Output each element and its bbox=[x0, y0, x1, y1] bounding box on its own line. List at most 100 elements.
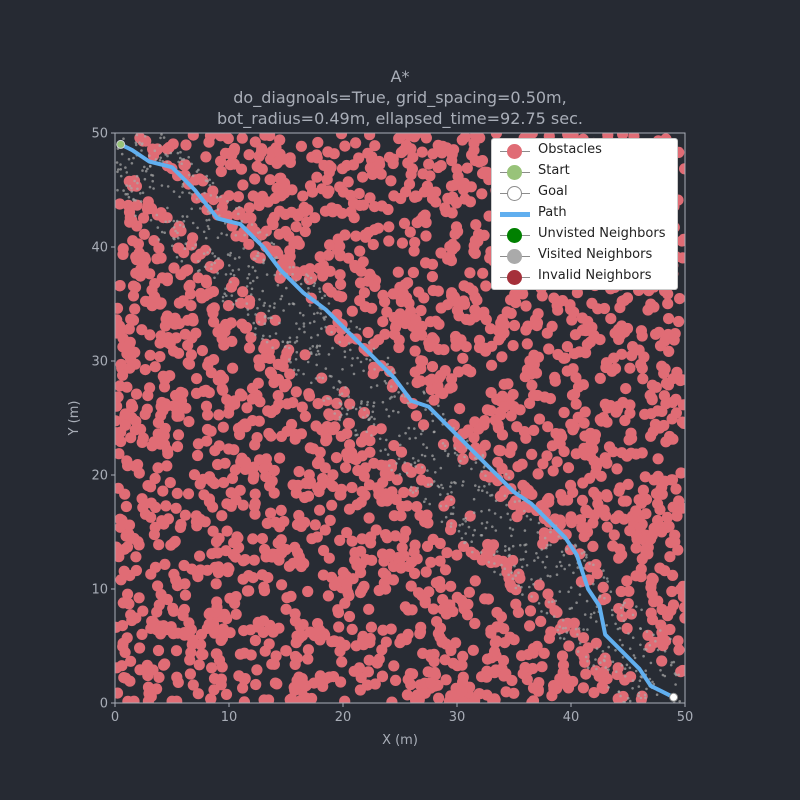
visited-neighbor-point bbox=[338, 381, 342, 384]
visited-neighbor-point bbox=[288, 302, 291, 306]
obstacle-point bbox=[160, 500, 172, 512]
visited-neighbor-point bbox=[134, 141, 138, 144]
obstacle-point bbox=[642, 629, 654, 641]
visited-neighbor-point bbox=[185, 215, 189, 218]
obstacle-point bbox=[652, 405, 664, 417]
x-tick-label: 50 bbox=[677, 710, 694, 725]
obstacle-point bbox=[566, 314, 578, 326]
obstacle-point bbox=[153, 242, 165, 254]
visited-neighbor-point bbox=[350, 364, 354, 367]
obstacle-point bbox=[387, 574, 399, 586]
visited-neighbor-point bbox=[602, 658, 606, 662]
obstacle-point bbox=[257, 626, 269, 639]
visited-neighbor-point bbox=[656, 648, 660, 652]
visited-neighbor-point bbox=[576, 633, 579, 636]
obstacle-point bbox=[617, 495, 630, 507]
obstacle-point bbox=[169, 312, 181, 324]
visited-neighbor-point bbox=[480, 510, 483, 513]
obstacle-point bbox=[427, 603, 440, 615]
visited-neighbor-point bbox=[168, 220, 171, 223]
obstacle-point bbox=[408, 245, 420, 257]
visited-neighbor-point bbox=[514, 574, 517, 577]
obstacle-point bbox=[185, 239, 198, 251]
visited-neighbor-point bbox=[459, 459, 462, 463]
obstacle-point bbox=[187, 315, 199, 327]
obstacle-point bbox=[652, 498, 664, 510]
obstacle-point bbox=[565, 511, 577, 523]
visited-neighbor-point bbox=[124, 166, 127, 169]
visited-neighbor-point bbox=[206, 180, 209, 183]
obstacle-point bbox=[259, 543, 271, 556]
obstacle-marker-icon bbox=[507, 144, 522, 159]
obstacle-point bbox=[558, 406, 570, 419]
obstacle-point bbox=[473, 309, 486, 321]
visited-neighbor-point bbox=[267, 309, 271, 313]
visited-neighbor-point bbox=[211, 181, 215, 185]
obstacle-point bbox=[266, 551, 278, 563]
obstacle-point bbox=[149, 561, 162, 573]
obstacle-point bbox=[383, 221, 395, 233]
visited-neighbor-point bbox=[464, 517, 467, 520]
obstacle-point bbox=[432, 628, 444, 640]
obstacle-point bbox=[262, 405, 274, 417]
visited-neighbor-point bbox=[207, 218, 211, 222]
obstacle-point bbox=[332, 290, 344, 302]
obstacle-point bbox=[322, 590, 334, 602]
visited-neighbor-point bbox=[162, 136, 166, 139]
visited-neighbor-point bbox=[509, 518, 512, 522]
visited-neighbor-point bbox=[276, 283, 280, 287]
obstacle-point bbox=[667, 433, 679, 445]
obstacle-point bbox=[653, 326, 665, 338]
visited-neighbor-point bbox=[175, 255, 179, 259]
obstacle-point bbox=[170, 645, 183, 657]
obstacle-point bbox=[294, 620, 306, 633]
obstacle-point bbox=[332, 607, 345, 619]
obstacle-point bbox=[120, 500, 132, 513]
visited-neighbor-point bbox=[191, 221, 195, 225]
obstacle-point bbox=[210, 578, 222, 590]
obstacle-point bbox=[467, 644, 479, 656]
obstacle-point bbox=[469, 617, 481, 630]
obstacle-point bbox=[381, 532, 393, 544]
obstacle-point bbox=[142, 681, 155, 693]
obstacle-point bbox=[666, 585, 678, 598]
obstacle-point bbox=[508, 319, 521, 332]
visited-neighbor-point bbox=[116, 170, 119, 174]
obstacle-point bbox=[405, 143, 417, 155]
obstacle-point bbox=[162, 513, 174, 525]
visited-neighbor-point bbox=[367, 418, 371, 421]
obstacle-point bbox=[144, 329, 156, 341]
obstacle-point bbox=[320, 266, 332, 278]
obstacle-point bbox=[161, 400, 173, 412]
visited-neighbor-point bbox=[345, 412, 349, 416]
legend-label: Start bbox=[538, 163, 570, 178]
obstacle-point bbox=[154, 351, 166, 363]
obstacle-point bbox=[319, 524, 331, 536]
obstacle-point bbox=[218, 477, 230, 489]
visited-neighbor-point bbox=[585, 553, 588, 557]
obstacle-point bbox=[330, 452, 343, 464]
obstacle-point bbox=[585, 437, 597, 450]
obstacle-point bbox=[168, 568, 180, 581]
obstacle-point bbox=[280, 225, 292, 238]
obstacle-point bbox=[500, 668, 512, 680]
visited-neighbor-point bbox=[177, 160, 180, 164]
x-tick-label: 40 bbox=[563, 710, 580, 725]
visited-neighbor-point bbox=[132, 197, 135, 201]
obstacle-point bbox=[578, 651, 590, 663]
obstacle-point bbox=[474, 133, 486, 144]
obstacle-point bbox=[588, 687, 600, 699]
visited-neighbor-point bbox=[273, 273, 277, 277]
obstacle-point bbox=[476, 671, 488, 683]
obstacle-point bbox=[309, 519, 321, 531]
visited-neighbor-point bbox=[213, 276, 216, 280]
obstacle-point bbox=[639, 471, 651, 483]
obstacle-layer bbox=[115, 133, 685, 703]
visited-neighbor-point bbox=[157, 238, 161, 241]
x-tick-label: 30 bbox=[449, 710, 466, 725]
obstacle-point bbox=[640, 493, 653, 505]
obstacle-point bbox=[350, 230, 362, 242]
obstacle-point bbox=[656, 360, 668, 372]
visited-neighbor-point bbox=[358, 327, 362, 331]
